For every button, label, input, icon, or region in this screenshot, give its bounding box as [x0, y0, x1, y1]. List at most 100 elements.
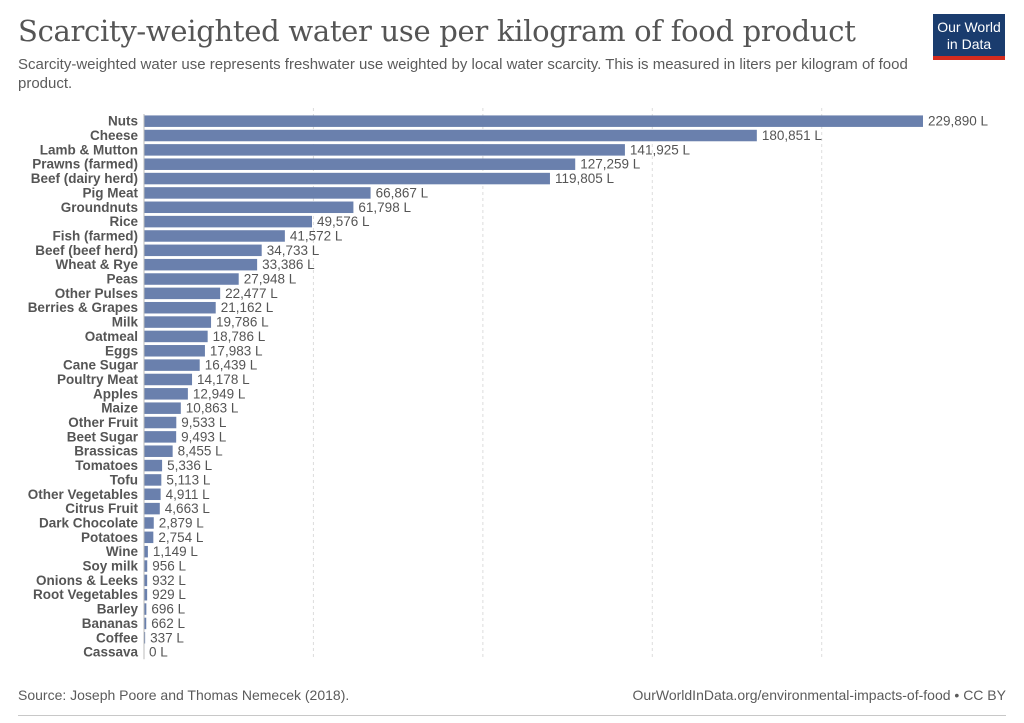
- bar[interactable]: [144, 388, 188, 400]
- bar[interactable]: [144, 617, 147, 630]
- category-label: Tofu: [110, 472, 138, 487]
- value-label: 127,259 L: [580, 157, 641, 172]
- bar[interactable]: [144, 258, 258, 271]
- category-label: Beef (dairy herd): [31, 171, 138, 186]
- value-label: 5,113 L: [166, 472, 211, 487]
- category-label: Soy milk: [82, 559, 138, 574]
- bar[interactable]: [144, 588, 148, 601]
- bar[interactable]: [144, 560, 148, 572]
- category-label: Prawns (farmed): [32, 157, 138, 172]
- category-label: Tomatoes: [75, 458, 138, 473]
- bar[interactable]: [144, 230, 285, 242]
- category-label: Cane Sugar: [63, 358, 139, 373]
- value-label: 33,386 L: [262, 257, 315, 272]
- value-label: 9,493 L: [181, 429, 227, 444]
- source-note: Source: Joseph Poore and Thomas Nemecek …: [18, 687, 350, 703]
- value-label: 4,663 L: [165, 501, 211, 516]
- category-label: Rice: [109, 214, 138, 229]
- bar[interactable]: [144, 431, 177, 443]
- bar-chart: Nuts 229,890 L Cheese 180,851 L Lamb & Mutto…: [28, 108, 989, 660]
- value-label: 27,948 L: [244, 272, 297, 287]
- bar[interactable]: [144, 187, 371, 199]
- owid-logo[interactable]: Our World in Data: [933, 14, 1005, 60]
- category-label: Poultry Meat: [57, 372, 139, 387]
- bar[interactable]: [144, 632, 146, 644]
- category-label: Potatoes: [81, 530, 138, 545]
- category-label: Wheat & Rye: [55, 257, 138, 272]
- category-label: Milk: [112, 315, 139, 330]
- category-label: Citrus Fruit: [65, 501, 138, 516]
- bar[interactable]: [144, 215, 312, 228]
- bar[interactable]: [144, 158, 576, 170]
- category-label: Apples: [93, 386, 138, 401]
- bar[interactable]: [144, 115, 923, 127]
- bar[interactable]: [144, 144, 625, 156]
- bar[interactable]: [144, 474, 162, 486]
- category-label: Barley: [97, 602, 139, 617]
- category-label: Brassicas: [74, 444, 138, 459]
- bar[interactable]: [144, 373, 193, 386]
- bar[interactable]: [144, 416, 177, 429]
- bar[interactable]: [144, 574, 148, 587]
- category-label: Pig Meat: [82, 185, 138, 200]
- value-label: 17,983 L: [210, 343, 263, 358]
- bar[interactable]: [144, 172, 550, 185]
- value-label: 337 L: [150, 630, 184, 645]
- value-label: 0 L: [149, 645, 168, 660]
- bar[interactable]: [144, 345, 205, 357]
- bar[interactable]: [144, 459, 163, 472]
- bottom-divider: [18, 715, 1006, 716]
- bar[interactable]: [144, 129, 757, 142]
- category-label: Dark Chocolate: [39, 515, 139, 530]
- bar[interactable]: [144, 359, 200, 371]
- category-label: Peas: [106, 272, 138, 287]
- value-label: 61,798 L: [358, 200, 411, 215]
- bar[interactable]: [144, 301, 216, 314]
- bar[interactable]: [144, 531, 154, 544]
- logo-line-1: Our World: [937, 19, 1001, 35]
- bar[interactable]: [144, 488, 161, 501]
- category-label: Other Vegetables: [28, 487, 138, 502]
- chart-title: Scarcity-weighted water use per kilogram…: [18, 14, 856, 48]
- value-label: 5,336 L: [167, 458, 213, 473]
- bar[interactable]: [144, 517, 154, 529]
- value-label: 16,439 L: [205, 358, 258, 373]
- bar[interactable]: [144, 603, 147, 615]
- bar[interactable]: [144, 545, 148, 558]
- bar[interactable]: [144, 502, 160, 515]
- value-label: 8,455 L: [178, 444, 224, 459]
- value-label: 14,178 L: [197, 372, 250, 387]
- value-label: 4,911 L: [166, 487, 211, 502]
- value-label: 19,786 L: [216, 315, 269, 330]
- bar[interactable]: [144, 402, 181, 414]
- category-label: Wine: [106, 544, 139, 559]
- value-label: 929 L: [152, 587, 186, 602]
- value-label: 12,949 L: [193, 386, 246, 401]
- category-label: Beef (beef herd): [35, 243, 138, 258]
- value-label: 662 L: [151, 616, 185, 631]
- category-label: Fish (farmed): [52, 228, 138, 243]
- category-label: Nuts: [108, 114, 138, 129]
- value-label: 2,879 L: [159, 515, 205, 530]
- value-label: 956 L: [152, 559, 186, 574]
- category-label: Other Fruit: [68, 415, 138, 430]
- category-label: Lamb & Mutton: [40, 142, 138, 157]
- bar[interactable]: [144, 316, 212, 328]
- bar[interactable]: [144, 445, 173, 457]
- value-label: 18,786 L: [213, 329, 266, 344]
- value-label: 119,805 L: [555, 171, 615, 186]
- bar[interactable]: [144, 273, 239, 285]
- source-link[interactable]: OurWorldInData.org/environmental-impacts…: [632, 687, 1006, 703]
- bar[interactable]: [144, 244, 262, 257]
- category-label: Root Vegetables: [33, 587, 138, 602]
- bar[interactable]: [144, 287, 221, 300]
- category-label: Maize: [101, 401, 138, 416]
- category-label: Oatmeal: [85, 329, 138, 344]
- value-label: 141,925 L: [630, 142, 691, 157]
- bar[interactable]: [144, 330, 208, 343]
- category-label: Groundnuts: [61, 200, 138, 215]
- bar[interactable]: [144, 201, 354, 214]
- value-label: 41,572 L: [290, 228, 343, 243]
- value-label: 22,477 L: [225, 286, 278, 301]
- value-label: 180,851 L: [762, 128, 823, 143]
